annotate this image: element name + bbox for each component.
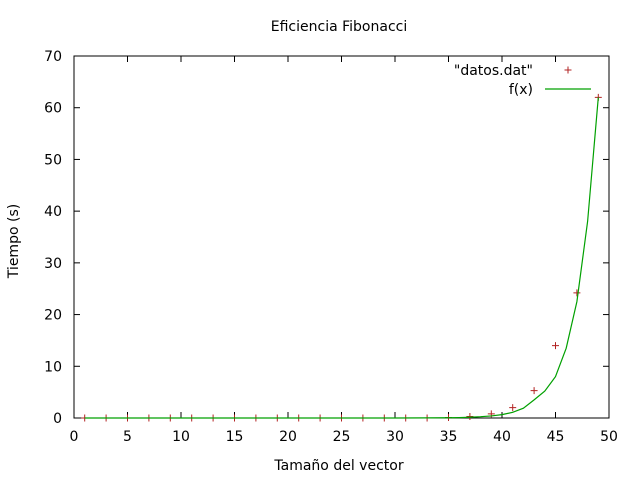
series-layer bbox=[81, 93, 602, 422]
y-tick-label: 20 bbox=[44, 308, 62, 324]
y-tick-label: 30 bbox=[44, 256, 62, 272]
x-tick-label: 25 bbox=[333, 429, 351, 445]
data-point bbox=[530, 387, 538, 395]
x-tick-label: 30 bbox=[386, 429, 404, 445]
data-point bbox=[466, 412, 474, 420]
y-tick-label: 70 bbox=[44, 49, 62, 65]
x-tick-label: 50 bbox=[600, 429, 618, 445]
x-tick-label: 0 bbox=[70, 429, 79, 445]
y-axis-label: Tiempo (s) bbox=[6, 204, 22, 279]
fx-curve bbox=[84, 97, 599, 419]
y-ticks: 0 10 20 30 40 50 60 70 bbox=[44, 49, 609, 427]
data-point bbox=[509, 404, 517, 412]
x-tick-label: 45 bbox=[547, 429, 565, 445]
x-tick-label: 40 bbox=[493, 429, 511, 445]
data-point bbox=[573, 289, 581, 297]
x-axis-label: Tamaño del vector bbox=[273, 458, 403, 474]
y-tick-label: 10 bbox=[44, 359, 62, 375]
y-tick-label: 50 bbox=[44, 152, 62, 168]
legend-label: "datos.dat" bbox=[454, 63, 533, 79]
x-tick-label: 5 bbox=[123, 429, 132, 445]
legend-point-swatch bbox=[564, 66, 572, 74]
plot-frame bbox=[73, 55, 610, 419]
x-tick-label: 20 bbox=[279, 429, 297, 445]
y-tick-label: 60 bbox=[44, 101, 62, 117]
y-tick-label: 40 bbox=[44, 204, 62, 220]
x-tick-label: 35 bbox=[440, 429, 458, 445]
legend: "datos.dat" f(x) bbox=[454, 63, 591, 98]
x-tick-label: 10 bbox=[172, 429, 190, 445]
legend-label: f(x) bbox=[509, 82, 533, 98]
chart-title: Eficiencia Fibonacci bbox=[271, 19, 407, 35]
x-tick-label: 15 bbox=[226, 429, 244, 445]
y-tick-label: 0 bbox=[53, 411, 62, 427]
x-ticks: 0 5 10 15 20 25 30 35 40 45 50 bbox=[70, 56, 618, 445]
data-point bbox=[552, 342, 559, 350]
